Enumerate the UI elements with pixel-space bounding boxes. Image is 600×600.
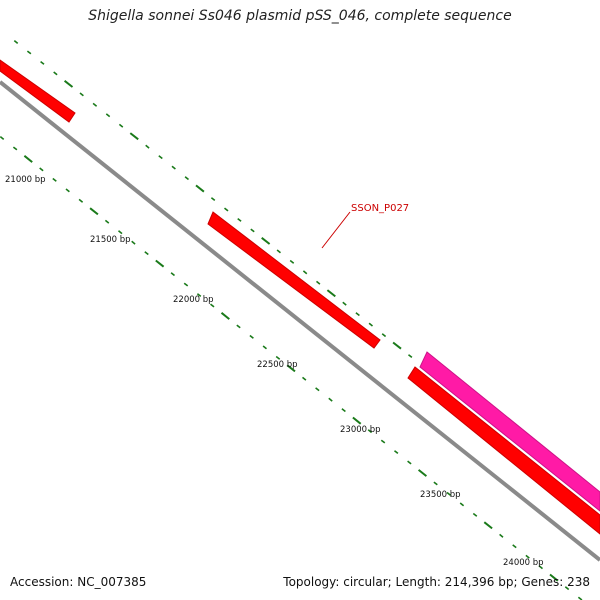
- major-tick: [220, 312, 230, 320]
- minor-tick: [564, 586, 570, 591]
- gene-feature[interactable]: [407, 366, 600, 535]
- gene-feature[interactable]: [0, 59, 76, 123]
- minor-tick: [237, 217, 242, 222]
- major-tick: [63, 80, 74, 88]
- minor-tick: [262, 345, 267, 350]
- minor-tick: [499, 533, 504, 538]
- minor-tick: [145, 144, 150, 149]
- minor-tick: [65, 188, 70, 193]
- sequence-backbone: [0, 80, 600, 562]
- minor-tick: [144, 251, 149, 256]
- map-title: Shigella sonnei Ss046 plasmid pSS_046, c…: [88, 8, 512, 24]
- ruler-label: 23500 bp: [420, 490, 461, 500]
- minor-tick: [0, 135, 5, 141]
- minor-tick: [171, 165, 176, 170]
- major-tick: [392, 341, 402, 350]
- minor-tick: [26, 50, 32, 55]
- ruler-label: 22500 bp: [257, 360, 298, 370]
- minor-tick: [40, 60, 45, 65]
- minor-tick: [210, 303, 215, 308]
- major-tick: [195, 184, 205, 193]
- minor-tick: [158, 155, 163, 160]
- minor-tick: [381, 333, 387, 338]
- minor-tick: [250, 228, 255, 233]
- minor-tick: [394, 450, 399, 455]
- minor-tick: [39, 167, 44, 172]
- minor-tick: [341, 408, 346, 413]
- minor-tick: [92, 102, 98, 107]
- minor-tick: [236, 324, 241, 329]
- minor-tick: [105, 113, 111, 118]
- minor-tick: [315, 387, 320, 392]
- minor-tick: [407, 460, 412, 465]
- minor-tick: [408, 354, 413, 359]
- major-tick: [23, 155, 33, 163]
- minor-tick: [249, 334, 254, 339]
- minor-tick: [79, 92, 84, 97]
- minor-tick: [170, 272, 176, 277]
- minor-tick: [525, 554, 530, 559]
- minor-tick: [183, 282, 189, 287]
- minor-tick: [302, 270, 308, 275]
- minor-tick: [368, 322, 373, 327]
- minor-tick: [276, 249, 281, 254]
- minor-tick: [52, 177, 57, 182]
- major-tick: [483, 521, 493, 530]
- ruler-label: 21500 bp: [90, 235, 131, 245]
- minor-tick: [433, 481, 438, 486]
- minor-tick: [446, 491, 451, 496]
- minor-tick: [459, 502, 465, 507]
- minor-tick: [12, 146, 18, 151]
- minor-tick: [328, 397, 333, 402]
- major-tick: [286, 364, 296, 373]
- major-tick: [326, 289, 336, 298]
- minor-tick: [104, 219, 110, 224]
- gene-label-leader: [321, 211, 351, 249]
- major-tick: [352, 416, 362, 425]
- minor-tick: [302, 376, 307, 381]
- ruler-tick-track: [0, 135, 583, 600]
- minor-tick: [196, 293, 202, 298]
- minor-tick: [131, 240, 136, 245]
- minor-tick: [275, 355, 281, 360]
- gene-label[interactable]: SSON_P027: [351, 203, 409, 214]
- minor-tick: [13, 39, 19, 45]
- minor-tick: [355, 312, 360, 317]
- major-tick: [549, 573, 559, 582]
- topology-info: Topology: circular; Length: 214,396 bp; …: [283, 575, 590, 589]
- minor-tick: [118, 123, 124, 128]
- accession-label: Accession: NC_007385: [10, 575, 147, 589]
- minor-tick: [380, 439, 386, 444]
- minor-tick: [224, 207, 229, 212]
- minor-tick: [78, 198, 84, 203]
- minor-tick: [367, 429, 373, 434]
- minor-tick: [538, 565, 543, 570]
- minor-tick: [316, 280, 321, 285]
- major-tick: [129, 132, 139, 141]
- major-tick: [155, 259, 165, 268]
- major-tick: [261, 237, 271, 245]
- ruler-label: 23000 bp: [340, 425, 381, 435]
- major-tick: [89, 207, 99, 216]
- ruler-label: 24000 bp: [503, 558, 544, 568]
- gene-feature-sson-p027[interactable]: [207, 211, 381, 349]
- gene-feature[interactable]: [419, 351, 600, 512]
- minor-tick: [472, 512, 478, 517]
- minor-tick: [289, 259, 295, 264]
- ruler-label: 21000 bp: [5, 175, 46, 185]
- minor-tick: [184, 176, 190, 181]
- minor-tick: [342, 301, 347, 306]
- ruler-label: 22000 bp: [173, 295, 214, 305]
- ruler-labels: 21000 bp 21500 bp 22000 bp 22500 bp 23000 bp…: [5, 175, 544, 568]
- minor-tick: [53, 71, 58, 76]
- major-tick: [417, 469, 428, 477]
- minor-tick: [118, 230, 123, 235]
- minor-tick: [512, 544, 517, 549]
- minor-tick: [210, 197, 216, 202]
